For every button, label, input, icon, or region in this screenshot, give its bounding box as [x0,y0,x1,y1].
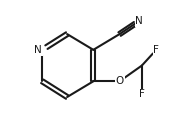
Text: F: F [139,89,145,99]
Text: N: N [135,16,143,26]
Text: N: N [34,45,42,55]
Text: O: O [115,76,124,86]
Text: F: F [153,45,159,55]
